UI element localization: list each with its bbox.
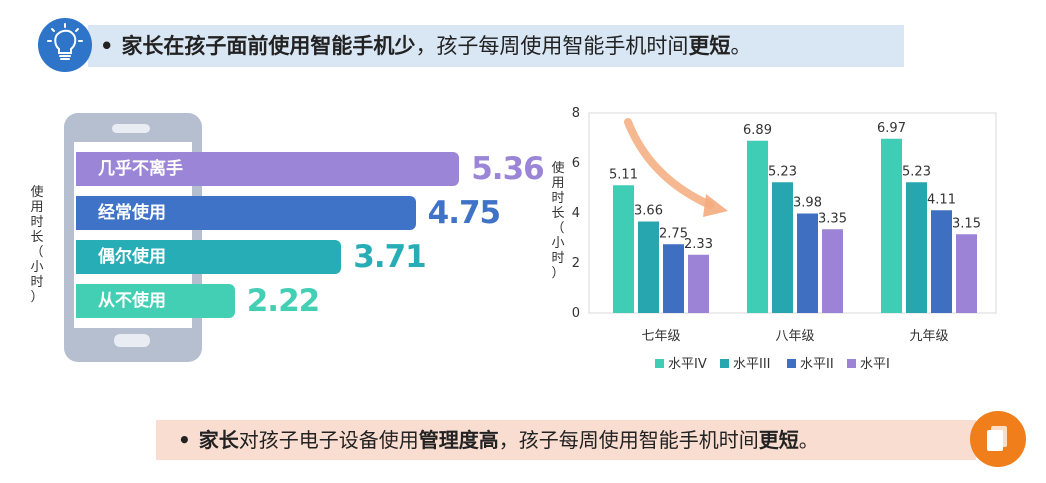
bar-value-label: 3.66 xyxy=(634,204,663,219)
ylabel-char: 长 xyxy=(30,230,44,245)
documents-icon xyxy=(970,411,1026,467)
hbar-1 xyxy=(76,196,416,230)
hbar-2 xyxy=(76,240,342,274)
bottom-bold-2: 管理度高 xyxy=(418,428,499,452)
bottom-end: 。 xyxy=(798,428,819,452)
bottom-banner-text: • 家长对孩子电子设备使用管理度高，孩子每周使用智能手机时间更短。 xyxy=(178,424,819,456)
top-bold-1: 家长在孩子面前使用智能手机少 xyxy=(121,34,416,58)
ylabel-char: ） xyxy=(551,266,564,281)
legend: 水平IV 水平III 水平II 水平I xyxy=(655,357,890,372)
bar-value-label: 5.23 xyxy=(902,164,931,179)
legend-label: 水平I xyxy=(860,357,890,372)
legend-swatch xyxy=(720,359,729,368)
right-chart-ylabel: 使 用 时 长 （ 小 时 ） xyxy=(551,160,564,281)
bar-2-1 xyxy=(906,182,927,313)
bottom-bold-3: 更短 xyxy=(758,428,799,452)
bar-1-0 xyxy=(747,140,768,313)
hbar-value-3: 2.22 xyxy=(246,283,320,319)
ylabel-char: （ xyxy=(551,221,564,236)
top-normal-1: ，孩子每周使用智能手机时间 xyxy=(415,34,689,58)
bar-0-0 xyxy=(613,185,634,313)
legend-swatch xyxy=(847,359,856,368)
hbar-label-0: 几乎不离手 xyxy=(98,159,183,179)
ylabel-char: 时 xyxy=(551,191,564,206)
hbar-value-0: 5.36 xyxy=(471,151,544,187)
ylabel-char: 使 xyxy=(551,160,564,176)
bullet: • xyxy=(178,428,191,452)
x-axis: 七年级 八年级 九年级 xyxy=(641,329,948,344)
ylabel-char: 小 xyxy=(551,236,564,251)
hbar-3 xyxy=(76,284,235,318)
bottom-normal-1: 对孩子电子设备使用 xyxy=(238,428,419,452)
bar-2-3 xyxy=(956,234,977,313)
ylabel-char: 时 xyxy=(30,275,44,290)
left-chart-ylabel: 使 用 时 长 （ 小 时 ） xyxy=(28,185,46,305)
hbar-0 xyxy=(76,152,460,186)
bar-value-label: 4.11 xyxy=(927,192,956,207)
bar-1-2 xyxy=(797,213,818,313)
bar-value-label: 3.98 xyxy=(793,196,822,211)
bar-0-1 xyxy=(638,221,659,313)
bar-value-label: 6.97 xyxy=(877,121,906,136)
hbar-label-1: 经常使用 xyxy=(98,203,166,223)
bar-value-label: 2.33 xyxy=(684,237,713,252)
ylabel-char: 使 xyxy=(30,185,44,200)
y-tick-label: 2 xyxy=(572,256,580,271)
x-tick-label: 七年级 xyxy=(641,329,680,344)
x-tick-label: 九年级 xyxy=(909,329,948,344)
phone-home-button xyxy=(114,334,150,347)
bottom-bold-1: 家长 xyxy=(198,428,239,452)
top-banner xyxy=(88,25,904,67)
bar-value-label: 2.75 xyxy=(659,226,688,241)
top-end: 。 xyxy=(730,34,752,58)
legend-label: 水平IV xyxy=(668,357,707,372)
x-tick-label: 八年级 xyxy=(775,329,814,344)
bar-1-3 xyxy=(822,229,843,313)
hbar-value-2: 3.71 xyxy=(353,239,426,275)
y-tick-label: 4 xyxy=(572,206,580,221)
bar-2-0 xyxy=(881,138,902,313)
legend-label: 水平III xyxy=(733,357,771,372)
trend-arrow-head xyxy=(703,194,728,217)
bar-value-label: 5.11 xyxy=(609,167,638,182)
hbar-value-1: 4.75 xyxy=(427,195,501,231)
hbar-label-2: 偶尔使用 xyxy=(98,247,166,267)
y-tick-label: 6 xyxy=(572,156,580,171)
bar-value-label: 5.23 xyxy=(768,164,797,179)
lightbulb-icon xyxy=(38,18,92,72)
legend-swatch xyxy=(787,359,796,368)
legend-swatch xyxy=(655,359,664,368)
ylabel-char: 用 xyxy=(30,200,44,215)
bar-1-1 xyxy=(772,182,793,313)
bar-value-label: 6.89 xyxy=(743,123,772,138)
y-tick-label: 0 xyxy=(572,306,580,321)
ylabel-char: 长 xyxy=(551,206,564,221)
bar-group xyxy=(613,138,977,313)
bar-value-label: 3.15 xyxy=(952,216,981,231)
bar-value-labels: 5.11 3.66 2.752.33 6.89 5.23 3.983.35 6.97 5.23… xyxy=(609,121,981,252)
bar-0-2 xyxy=(663,244,684,313)
hbar-label-3: 从不使用 xyxy=(98,291,166,311)
ylabel-char: 小 xyxy=(30,260,44,275)
top-bold-2: 更短 xyxy=(688,34,731,58)
y-tick-label: 8 xyxy=(572,106,580,121)
bar-0-3 xyxy=(688,254,709,313)
bottom-normal-2: ，孩子每周使用智能手机时间 xyxy=(498,428,759,452)
top-banner-text: • 家长在孩子面前使用智能手机少，孩子每周使用智能手机时间更短。 xyxy=(100,30,751,62)
phone-camera xyxy=(127,125,133,131)
legend-label: 水平II xyxy=(800,357,834,372)
bar-2-2 xyxy=(931,210,952,313)
ylabel-char: ） xyxy=(30,290,44,305)
trend-arrow xyxy=(624,118,714,209)
bar-value-label: 3.35 xyxy=(818,211,847,226)
bottom-banner xyxy=(156,420,976,460)
ylabel-char: （ xyxy=(30,245,44,260)
ylabel-char: 用 xyxy=(551,176,564,191)
bullet: • xyxy=(100,34,114,58)
ylabel-char: 时 xyxy=(30,215,44,230)
y-axis: 0 2 4 6 8 xyxy=(572,106,580,321)
ylabel-char: 时 xyxy=(551,251,564,266)
